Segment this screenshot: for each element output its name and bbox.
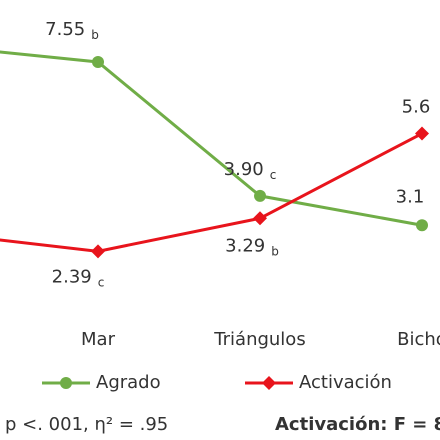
marker (416, 219, 428, 232)
footnote: p <. 001, η² = .95 (5, 414, 168, 435)
data-label-subscript: c (270, 167, 277, 181)
line (0, 50, 423, 227)
data-label: 3.29 b (225, 235, 279, 258)
line (0, 132, 423, 253)
data-label: 5.6 (402, 97, 431, 118)
data-label-value: 7.55 (45, 19, 85, 40)
data-label: 2.39 c (52, 266, 105, 289)
legend-marker (60, 377, 72, 389)
data-label: 3.90 c (224, 159, 277, 182)
marker (91, 244, 105, 259)
data-label: 7.55 b (45, 19, 99, 41)
data-label-subscript: b (271, 244, 279, 258)
legend-label: Agrado (96, 372, 161, 393)
legend-marker (262, 376, 276, 390)
x-tick-label: Triángulos (213, 329, 305, 350)
marker (415, 126, 429, 141)
data-label-subscript: c (98, 275, 105, 289)
data-label-value: 5.6 (402, 97, 431, 118)
data-label-value: 3.90 (224, 159, 264, 180)
x-tick-label: Bicho (397, 329, 440, 350)
marker (253, 211, 267, 226)
x-tick-label: Mar (81, 329, 116, 350)
marker (92, 55, 104, 68)
data-label-value: 3.1 (396, 186, 425, 207)
footnote: Activación: F = 8 (275, 414, 440, 435)
data-label: 3.1 (396, 186, 425, 207)
data-label-value: 3.29 (225, 235, 265, 256)
data-label-subscript: b (91, 27, 99, 41)
marker (254, 189, 266, 202)
legend-label: Activación (299, 372, 392, 393)
data-label-value: 2.39 (52, 266, 92, 287)
